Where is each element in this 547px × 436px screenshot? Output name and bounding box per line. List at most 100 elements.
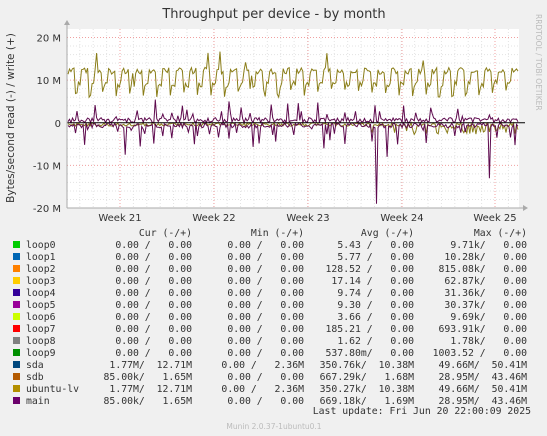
series-sdb-write bbox=[67, 51, 519, 99]
y-tick-label: 10 M bbox=[36, 76, 61, 87]
legend-value-avg: 1.62 / 0.00 bbox=[337, 336, 414, 347]
legend-header-cur: Cur (-/+) bbox=[139, 228, 192, 239]
legend-value-cur: 0.00 / 0.00 bbox=[115, 336, 192, 347]
axes bbox=[64, 20, 528, 211]
legend-value-max: 62.87k/ 0.00 bbox=[444, 276, 527, 287]
legend-value-cur: 0.00 / 0.00 bbox=[115, 288, 192, 299]
legend-value-min: 0.00 / 0.00 bbox=[227, 324, 304, 335]
legend-value-max: 49.66M/ 50.41M bbox=[439, 360, 528, 371]
x-tick-label: Week 21 bbox=[98, 213, 141, 224]
legend-value-min: 0.00 / 0.00 bbox=[227, 312, 304, 323]
legend-name: loop7 bbox=[26, 324, 56, 335]
legend-name: loop9 bbox=[26, 348, 56, 359]
legend-value-max: 31.36k/ 0.00 bbox=[444, 288, 527, 299]
series-main-write bbox=[67, 99, 519, 125]
legend-value-min: 0.00 / 0.00 bbox=[227, 300, 304, 311]
legend-value-avg: 3.66 / 0.00 bbox=[337, 312, 414, 323]
legend-value-avg: 669.18k/ 1.69M bbox=[320, 396, 414, 407]
legend-value-avg: 5.43 / 0.00 bbox=[337, 240, 414, 251]
legend-value-max: 1003.52 / 0.00 bbox=[433, 348, 527, 359]
footer-version: Munin 2.0.37-1ubuntu0.1 bbox=[226, 422, 321, 431]
x-tick-label: Week 25 bbox=[473, 213, 516, 224]
legend-header-max: Max (-/+) bbox=[474, 228, 527, 239]
legend-name: loop1 bbox=[26, 252, 56, 263]
legend-swatch bbox=[13, 265, 20, 272]
legend-value-min: 0.00 / 0.00 bbox=[227, 336, 304, 347]
legend-value-cur: 0.00 / 0.00 bbox=[115, 252, 192, 263]
legend-value-cur: 0.00 / 0.00 bbox=[115, 300, 192, 311]
legend-value-cur: 85.00k/ 1.65M bbox=[104, 396, 193, 407]
legend-swatch bbox=[13, 301, 20, 308]
legend-value-min: 0.00 / 0.00 bbox=[227, 240, 304, 251]
legend-value-avg: 9.74 / 0.00 bbox=[337, 288, 414, 299]
legend-name: loop2 bbox=[26, 264, 56, 275]
legend-name: ubuntu-lv bbox=[26, 384, 79, 395]
series-main-read bbox=[67, 121, 519, 204]
y-axis-arrow bbox=[64, 20, 70, 25]
legend-value-max: 49.66M/ 50.41M bbox=[439, 384, 528, 395]
legend-swatch bbox=[13, 253, 20, 260]
legend-value-min: 0.00 / 0.00 bbox=[227, 288, 304, 299]
legend-swatch bbox=[13, 349, 20, 356]
legend-swatch bbox=[13, 385, 20, 392]
legend-name: loop5 bbox=[26, 300, 56, 311]
legend-value-max: 10.28k/ 0.00 bbox=[444, 252, 527, 263]
legend: Cur (-/+) Min (-/+) Avg (-/+) Max (-/+) loop… bbox=[13, 228, 527, 407]
legend-swatch bbox=[13, 313, 20, 320]
legend-swatch bbox=[13, 373, 20, 380]
legend-value-cur: 0.00 / 0.00 bbox=[115, 324, 192, 335]
legend-swatch bbox=[13, 397, 20, 404]
legend-value-cur: 0.00 / 0.00 bbox=[115, 312, 192, 323]
legend-value-avg: 17.14 / 0.00 bbox=[331, 276, 414, 287]
legend-value-cur: 0.00 / 0.00 bbox=[115, 276, 192, 287]
legend-value-cur: 0.00 / 0.00 bbox=[115, 348, 192, 359]
legend-value-max: 28.95M/ 43.46M bbox=[439, 396, 528, 407]
series-sdb-read bbox=[67, 121, 519, 136]
legend-value-cur: 1.77M/ 12.71M bbox=[109, 360, 192, 371]
legend-value-min: 0.00 / 0.00 bbox=[227, 396, 304, 407]
x-ticks: Week 21 Week 22 Week 23 Week 24 Week 25 bbox=[98, 213, 516, 224]
legend-name: loop8 bbox=[26, 336, 56, 347]
legend-swatch bbox=[13, 241, 20, 248]
legend-value-max: 815.08k/ 0.00 bbox=[439, 264, 528, 275]
legend-value-cur: 0.00 / 0.00 bbox=[115, 240, 192, 251]
y-tick-label: 20 M bbox=[36, 34, 61, 45]
legend-value-avg: 9.30 / 0.00 bbox=[337, 300, 414, 311]
legend-swatch bbox=[13, 337, 20, 344]
legend-value-max: 1.78k/ 0.00 bbox=[450, 336, 527, 347]
last-update: Last update: Fri Jun 20 22:00:09 2025 bbox=[313, 406, 531, 417]
legend-name: loop0 bbox=[26, 240, 56, 251]
legend-swatch bbox=[13, 325, 20, 332]
legend-value-avg: 537.80m/ 0.00 bbox=[326, 348, 415, 359]
legend-value-max: 693.91k/ 0.00 bbox=[439, 324, 528, 335]
legend-value-min: 0.00 / 2.36M bbox=[221, 360, 304, 371]
legend-value-min: 0.00 / 0.00 bbox=[227, 372, 304, 383]
legend-name: main bbox=[26, 396, 50, 407]
side-label: RRDTOOL / TOBI OETIKER bbox=[534, 14, 543, 111]
legend-value-max: 28.95M/ 43.46M bbox=[439, 372, 528, 383]
legend-name: loop6 bbox=[26, 312, 56, 323]
legend-swatch bbox=[13, 277, 20, 284]
y-tick-label: -20 M bbox=[33, 204, 61, 215]
legend-value-avg: 5.77 / 0.00 bbox=[337, 252, 414, 263]
legend-value-avg: 667.29k/ 1.68M bbox=[320, 372, 414, 383]
legend-value-max: 9.69k/ 0.00 bbox=[450, 312, 527, 323]
legend-name: sdb bbox=[26, 372, 44, 383]
y-tick-label: -10 M bbox=[33, 161, 61, 172]
legend-value-min: 0.00 / 0.00 bbox=[227, 276, 304, 287]
series-lines bbox=[67, 51, 519, 204]
legend-value-avg: 128.52 / 0.00 bbox=[326, 264, 415, 275]
legend-swatch bbox=[13, 289, 20, 296]
legend-name: loop4 bbox=[26, 288, 56, 299]
legend-value-min: 0.00 / 0.00 bbox=[227, 348, 304, 359]
x-tick-label: Week 22 bbox=[192, 213, 235, 224]
y-axis-label: Bytes/second read (-) / write (+) bbox=[5, 33, 17, 203]
legend-name: sda bbox=[26, 360, 44, 371]
legend-value-cur: 85.00k/ 1.65M bbox=[104, 372, 193, 383]
legend-header-avg: Avg (-/+) bbox=[361, 228, 414, 239]
legend-header-min: Min (-/+) bbox=[251, 228, 304, 239]
legend-value-avg: 350.27k/ 10.38M bbox=[320, 384, 414, 395]
x-tick-label: Week 23 bbox=[286, 213, 329, 224]
legend-value-min: 0.00 / 0.00 bbox=[227, 252, 304, 263]
